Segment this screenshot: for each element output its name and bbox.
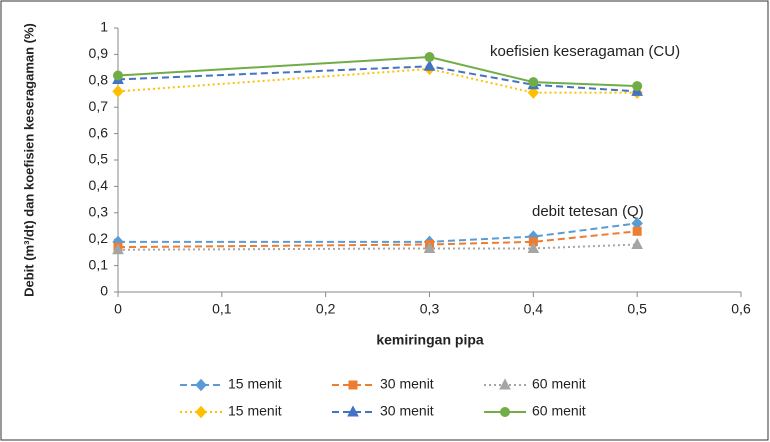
marker	[195, 378, 207, 392]
marker	[112, 85, 124, 98]
legend-label: 15 menit	[228, 403, 282, 419]
y-tick-label: 1	[100, 19, 108, 35]
x-tick-label: 0,1	[212, 301, 232, 317]
x-tick-label: 0,5	[627, 301, 647, 317]
marker	[527, 86, 540, 99]
marker	[348, 380, 358, 390]
y-tick-label: 0,4	[89, 177, 109, 193]
marker	[631, 237, 643, 249]
x-tick-label: 0,3	[420, 301, 440, 317]
legend-label: 30 menit	[380, 403, 434, 419]
series-line	[117, 243, 638, 251]
series-line	[117, 56, 638, 88]
series-line	[117, 65, 638, 93]
legend-label: 60 menit	[532, 376, 586, 392]
x-tick-label: 0,4	[524, 301, 544, 317]
marker	[112, 243, 124, 255]
x-tick-label: 0,2	[316, 301, 336, 317]
x-tick-label: 0,6	[731, 301, 751, 317]
marker	[424, 52, 435, 63]
marker	[423, 59, 436, 71]
marker	[113, 70, 123, 81]
y-tick-label: 0,5	[89, 151, 109, 167]
marker	[347, 405, 359, 417]
legend-label: 30 menit	[380, 376, 434, 392]
y-tick-label: 0,7	[89, 98, 109, 114]
marker	[527, 241, 540, 253]
y-tick-label: 0,1	[89, 256, 109, 272]
marker	[528, 77, 539, 88]
y-tick-label: 0,3	[89, 204, 109, 220]
marker	[632, 226, 642, 236]
marker	[195, 405, 207, 419]
y-tick-label: 0,6	[89, 124, 109, 140]
y-tick-label: 0,2	[89, 230, 109, 246]
marker	[423, 241, 436, 253]
marker	[500, 407, 510, 417]
y-tick-label: 0,9	[89, 45, 109, 61]
series-line	[117, 67, 638, 94]
marker	[499, 378, 511, 390]
x-tick-label: 0	[114, 301, 122, 317]
legend-label: 60 menit	[532, 403, 586, 419]
annotation: koefisien keseragaman (CU)	[490, 43, 680, 60]
y-tick-label: 0,8	[89, 72, 109, 88]
series-line	[118, 222, 638, 243]
legend-label: 15 menit	[228, 376, 282, 392]
series-line	[117, 230, 638, 249]
y-axis-label: Debit (m³/dt) dan koefisien keseragaman …	[21, 23, 36, 297]
marker	[632, 81, 643, 92]
annotation: debit tetesan (Q)	[532, 203, 644, 220]
y-tick-label: 0	[100, 283, 108, 299]
x-axis-label: kemiringan pipa	[376, 332, 484, 348]
